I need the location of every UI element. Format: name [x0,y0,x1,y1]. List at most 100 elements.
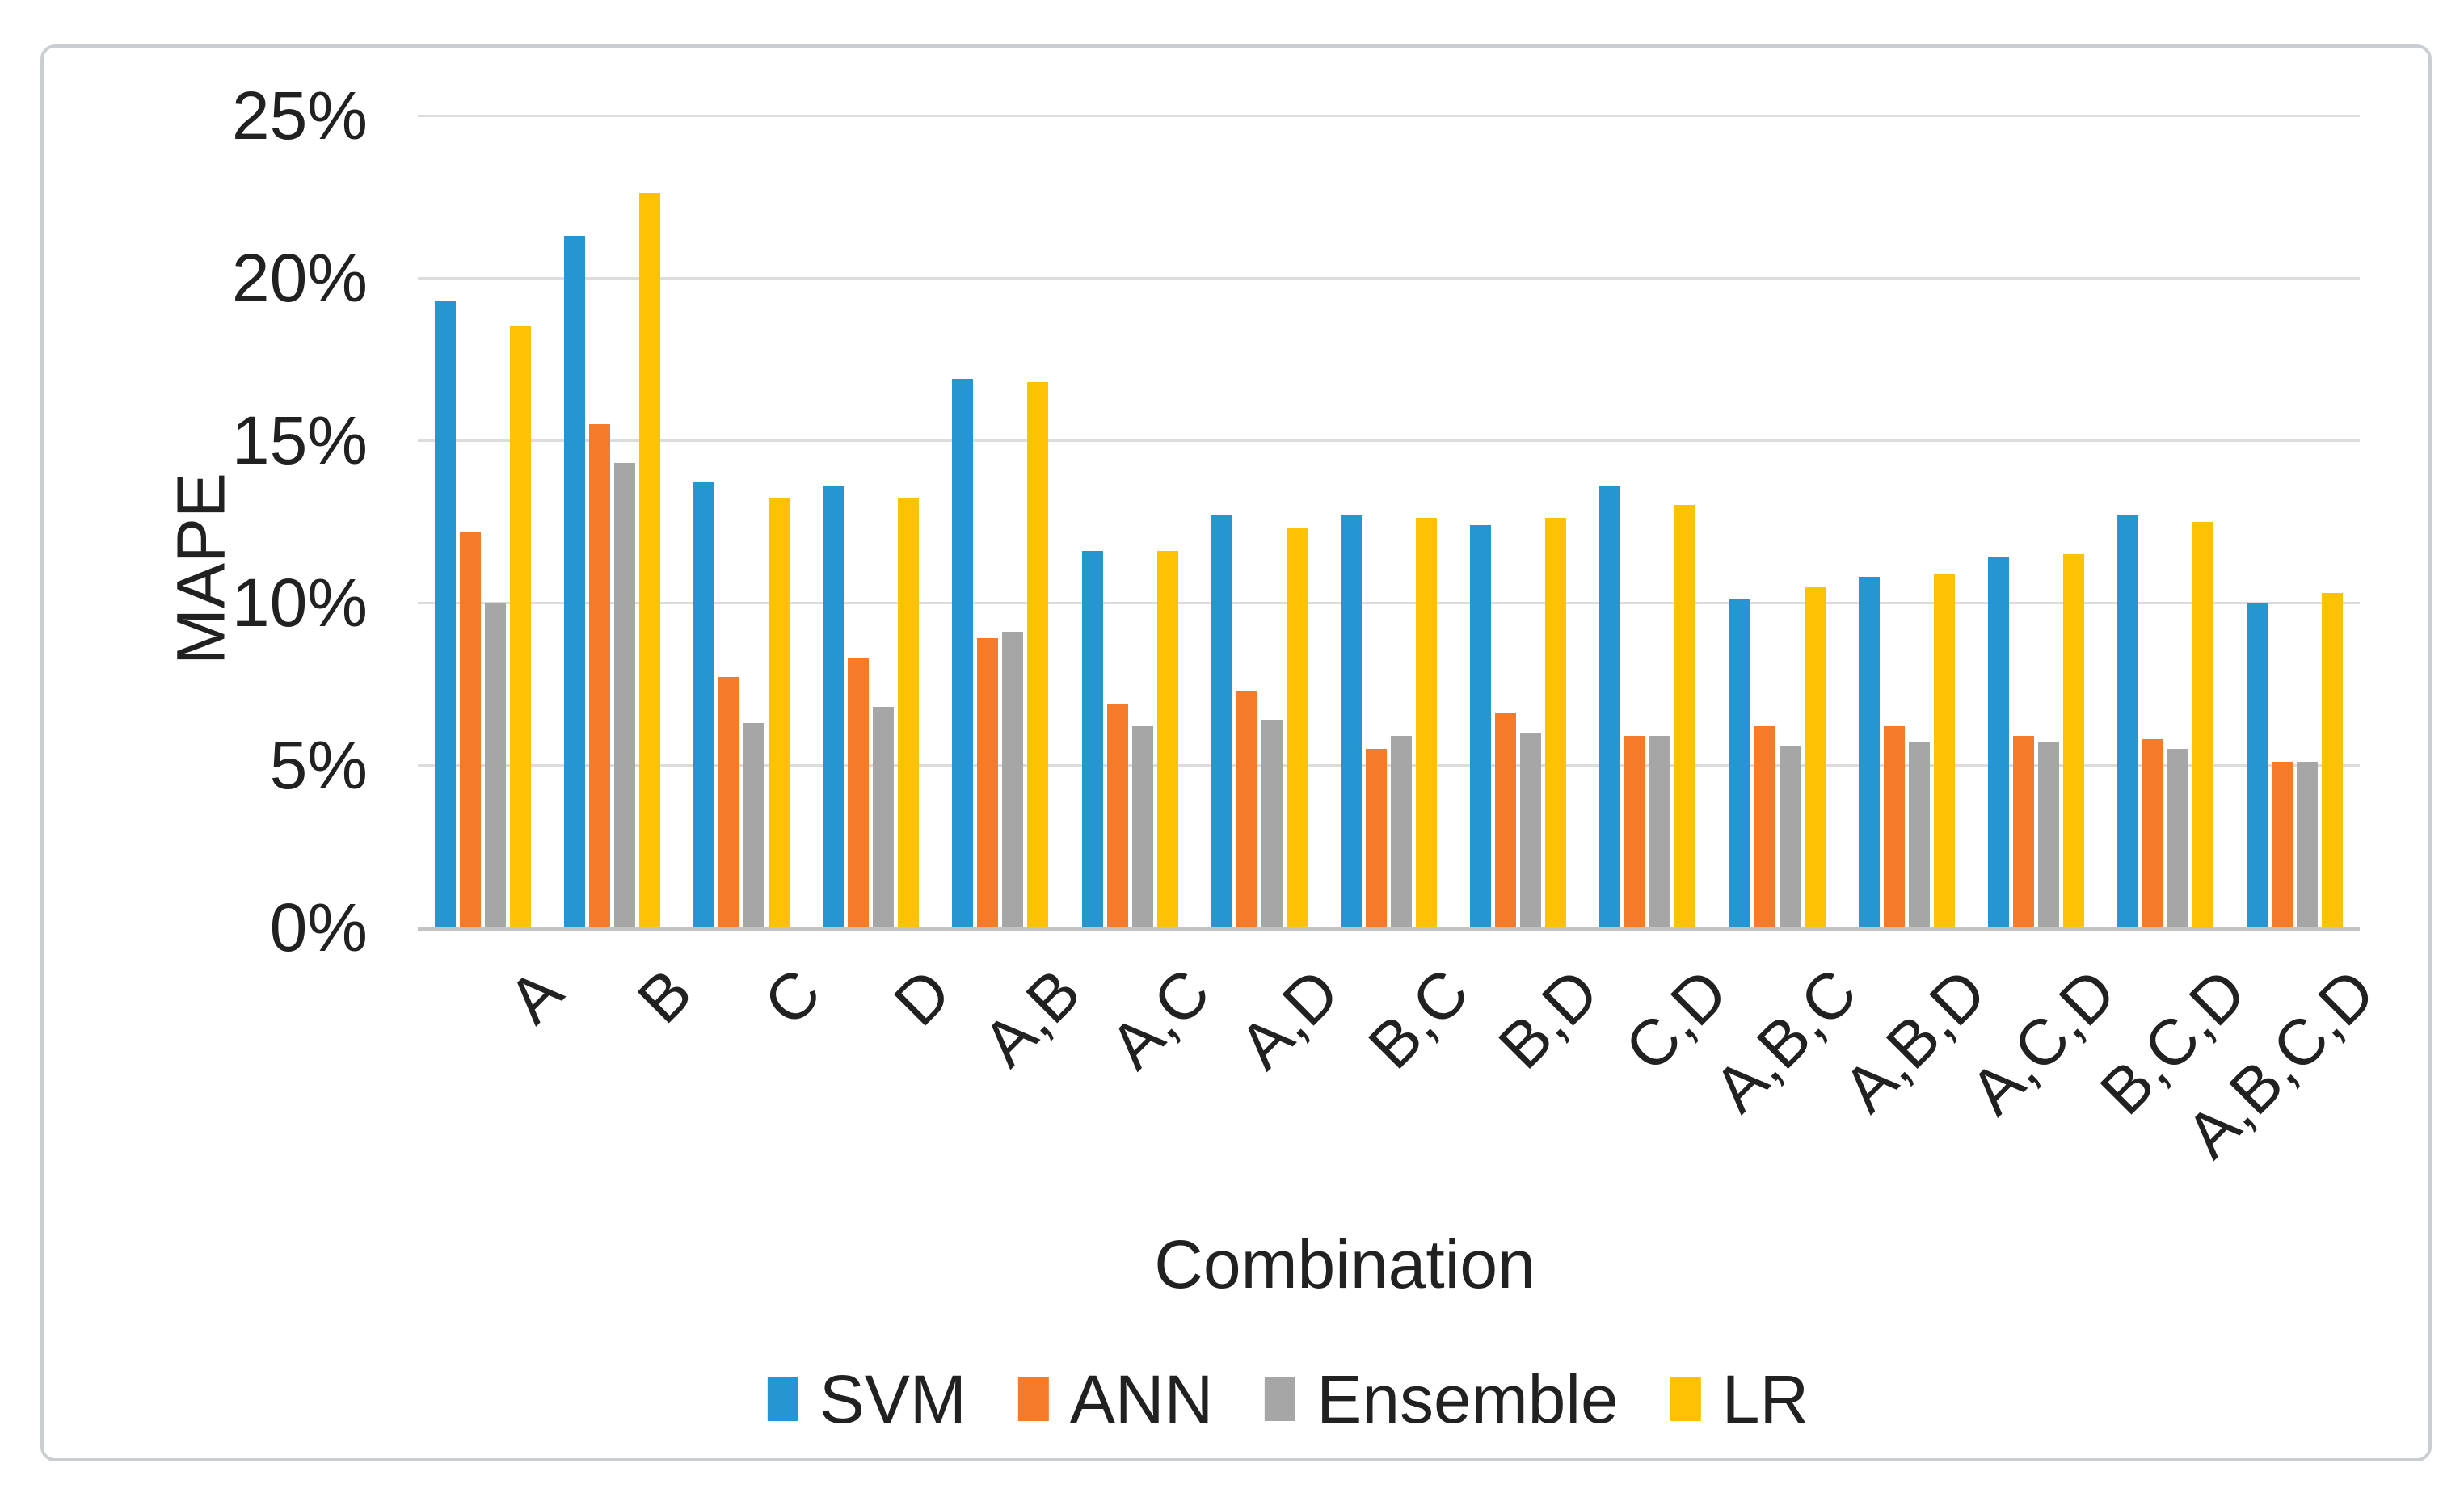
y-tick-label: 20% [231,240,368,316]
bar-lr-c-d [1674,505,1695,927]
bar-svm-a-d [1211,515,1232,927]
bar-lr-c [769,498,790,927]
bar-svm-c [693,482,714,927]
bar-ensemble-a-c-d [2038,742,2059,927]
bar-ann-a-b [977,638,998,927]
x-tick-label: A,C [1096,955,1224,1083]
bar-ensemble-b [614,463,635,927]
y-tick-label: 25% [231,78,368,153]
bar-ensemble-c-d [1649,736,1670,927]
bar-ann-a-d [1236,691,1257,927]
bar-svm-a-b-c-d [2247,603,2268,927]
x-tick-label: A,C,D [1956,955,2129,1129]
bar-ensemble-c [743,723,764,927]
bar-ann-a-b-d [1884,726,1905,927]
gridline [418,115,2360,117]
x-tick-label: A,B,D [1829,955,2000,1126]
bar-lr-b-c [1416,518,1437,927]
bar-ensemble-b-c [1391,736,1412,927]
bar-svm-a-c-d [1988,557,2009,927]
bar-ensemble-a-c [1132,726,1153,927]
x-tick-label: B,D [1485,955,1612,1083]
bar-svm-a-b-c [1729,599,1750,927]
bar-lr-a [510,326,531,927]
bar-ensemble-a-b-c [1780,746,1801,927]
bar-svm-b-c-d [2117,515,2138,927]
legend-swatch-ensemble [1265,1377,1296,1421]
bar-svm-c-d [1599,486,1620,927]
legend-entry-svm: SVM [767,1361,967,1437]
x-tick-label: A [494,955,576,1037]
bar-ann-c-d [1624,736,1645,927]
bar-ann-a-b-c [1754,726,1775,927]
bar-ann-b [589,424,610,927]
bar-ensemble-d [873,707,894,927]
bar-lr-b-d [1545,518,1566,927]
bar-ensemble-b-c-d [2167,749,2188,927]
x-axis-line [418,927,2360,931]
bar-svm-a-b [952,379,973,927]
bar-lr-a-d [1287,528,1308,927]
legend-label: SVM [819,1361,967,1437]
x-tick-label: D [880,955,965,1040]
bar-lr-a-c-d [2063,554,2084,927]
legend-label: ANN [1069,1361,1214,1437]
legend-entry-ann: ANN [1017,1361,1214,1437]
bar-svm-b-c [1341,515,1362,927]
bar-lr-a-b-c [1805,587,1826,927]
bar-ensemble-a-d [1261,720,1283,927]
bar-svm-b [564,236,585,927]
bar-svm-a [435,301,456,927]
bar-ensemble-a-b-c-d [2297,762,2318,927]
legend-label: Ensemble [1316,1361,1619,1437]
x-tick-label: A,B,C [1700,955,1871,1126]
x-tick-label: B,C [1354,955,1482,1083]
y-tick-label: 0% [269,889,368,965]
y-tick-label: 5% [269,727,368,803]
chart-legend: SVM ANN Ensemble LR [767,1361,1809,1437]
bar-svm-b-d [1470,525,1491,927]
x-tick-label: A,B [969,955,1094,1080]
legend-entry-ensemble: Ensemble [1265,1363,1619,1436]
bar-ensemble-a-b-d [1909,742,1930,927]
legend-swatch-svm [767,1377,798,1421]
gridline [418,439,2360,442]
bar-lr-b-c-d [2192,522,2213,928]
legend-entry-lr: LR [1670,1363,1809,1436]
bar-ensemble-b-d [1520,733,1541,927]
bar-svm-a-b-d [1859,577,1880,927]
bar-ann-a-c-d [2013,736,2034,927]
bar-ann-d [848,658,869,927]
x-tick-label: B [623,955,706,1037]
bar-svm-a-c [1082,551,1103,927]
bar-ann-b-d [1495,713,1516,927]
y-tick-label: 10% [231,565,368,641]
gridline [418,277,2360,280]
x-tick-label: C [750,955,835,1040]
bar-ann-a-c [1107,704,1128,927]
bar-lr-a-b [1027,382,1048,927]
bar-svm-d [823,486,844,927]
bar-ann-a-b-c-d [2272,762,2293,927]
bar-ensemble-a-b [1002,632,1023,927]
legend-label: LR [1721,1361,1809,1437]
gridline [418,764,2360,767]
bar-ann-c [718,677,739,927]
bar-lr-d [898,498,919,927]
bar-lr-a-b-c-d [2322,593,2343,927]
chart-figure: 0% 5% 10% 15% 20% 25% A B C D A,B A,C A,D B,C B,D C,D A… [40,44,2432,1461]
bar-lr-a-b-d [1934,574,1955,927]
bar-lr-b [639,193,660,927]
gridline [418,602,2360,604]
bar-ann-a [460,532,481,927]
x-tick-label: A,D [1225,955,1353,1083]
x-axis-title: Combination [1154,1226,1535,1302]
legend-swatch-ann [1017,1377,1049,1421]
bar-ann-b-c-d [2142,739,2163,927]
y-tick-label: 15% [231,402,368,478]
bar-ensemble-a [485,603,506,927]
y-axis-title: MAPE [162,472,239,666]
legend-swatch-lr [1670,1377,1701,1421]
bar-lr-a-c [1157,551,1178,927]
bar-ann-b-c [1366,749,1387,927]
